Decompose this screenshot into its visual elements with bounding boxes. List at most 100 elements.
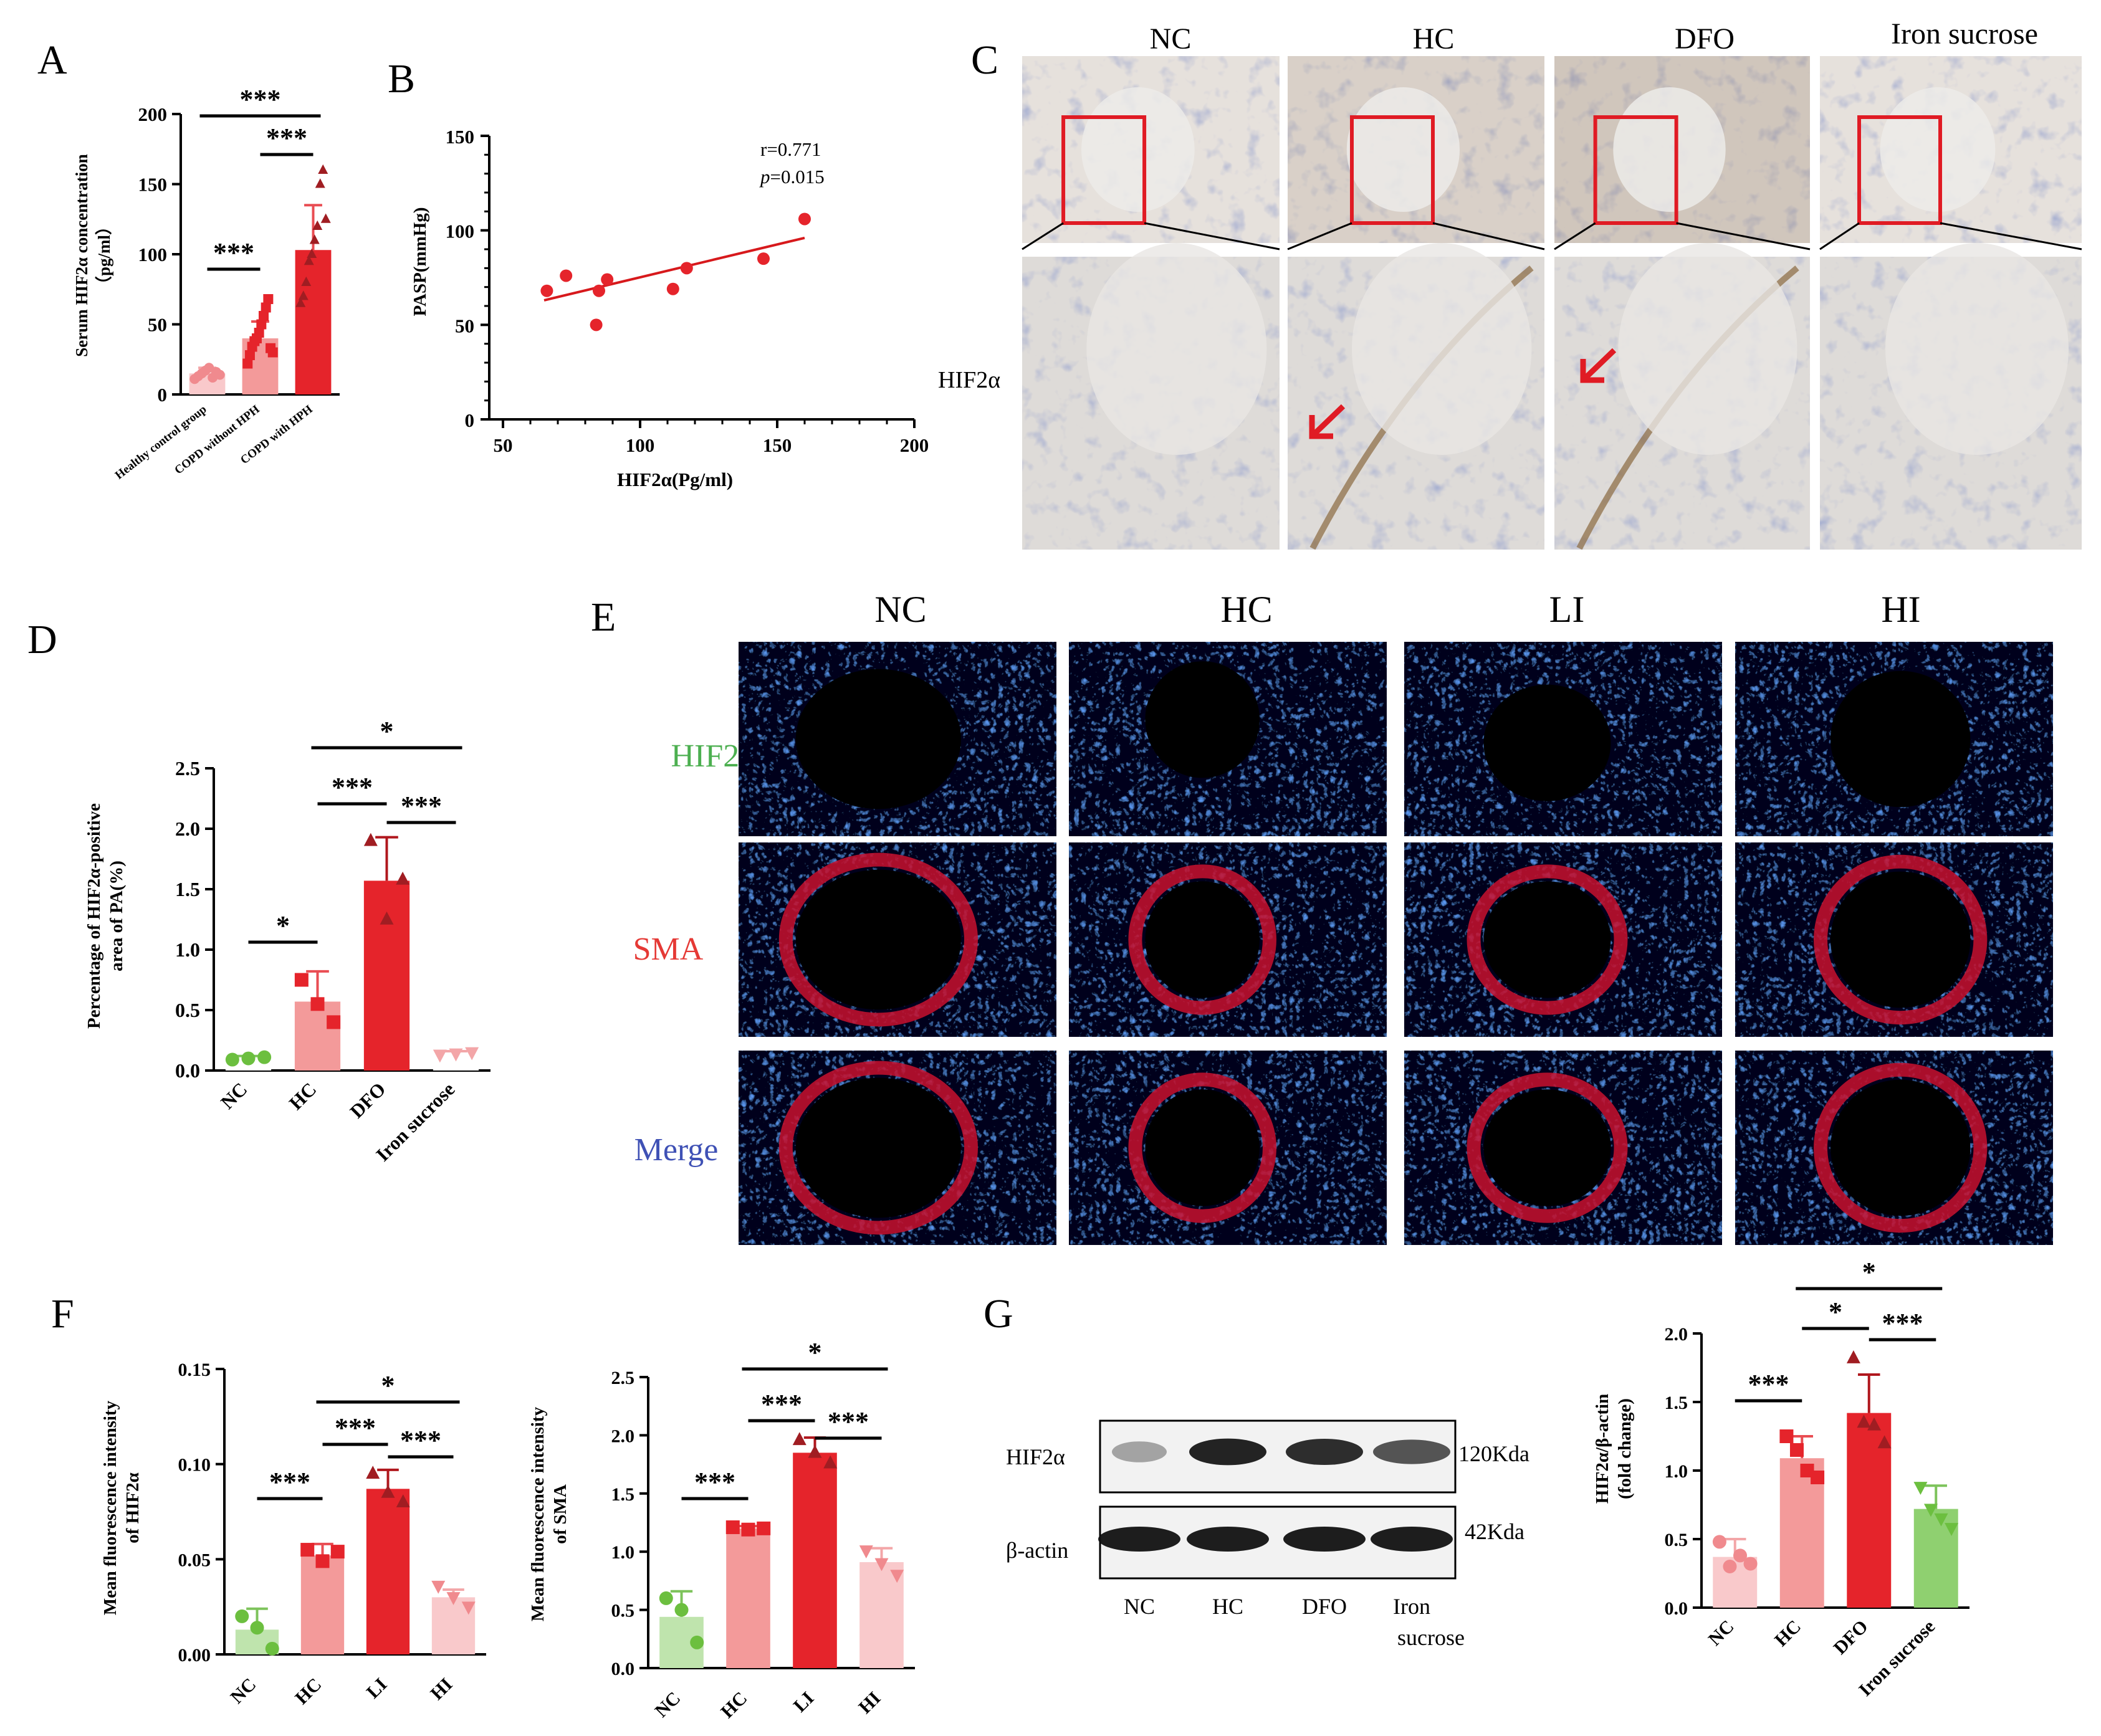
A-point [298,290,309,300]
A-point [204,363,214,373]
D-sig-label: * [276,910,290,941]
if-vessel-lumen [1831,670,1971,808]
F1-sig-label: *** [269,1467,310,1497]
A-point [242,358,253,369]
panel-letter-b: B [388,56,415,102]
ihc-col-iron: Iron sucrose [1891,17,2038,50]
blot-band-actin [1187,1527,1269,1552]
G-point [1712,1535,1726,1549]
D-point [380,911,394,925]
D-point [433,1049,447,1063]
F1-point [265,1641,279,1656]
F2-bar [726,1528,770,1668]
G-point [1723,1560,1737,1573]
ihc-arrow-shaft [1309,404,1346,439]
chart-f-right: 0.00.51.01.52.02.5NC HC LI HI********** [611,1337,915,1722]
chart-d-ylabel-2: area of PA(%) [107,861,127,971]
if-vessel-lumen [795,869,961,1010]
ihc-arrow-head [1309,415,1333,439]
A-point [307,248,317,258]
b-point [560,269,573,282]
F2-point [690,1635,704,1649]
F2-ytick-label: 0.5 [611,1601,635,1621]
G-point [1867,1417,1882,1431]
ihc-zoom-line [1676,222,1811,250]
blot-band-hif2a [1373,1439,1450,1464]
F1-bar [300,1555,345,1654]
ihc-vessel-lumen-zoom [1086,243,1267,455]
b-ytick-label: 100 [446,221,475,242]
ihc-vessel-lumen-zoom [1352,243,1532,455]
A-point [267,347,278,358]
chart-d-ylabel: Percentage of HIF2α-positive [84,803,104,1029]
if-vessel-lumen [1483,1089,1611,1206]
A-point [263,294,274,304]
G-point [1945,1523,1959,1537]
ihc-vessel-lumen [1346,87,1460,212]
b-point [666,282,679,295]
ihc-zoom-line [1554,222,1596,250]
A-ytick-label: 150 [138,174,168,196]
if-vessel-lumen [1831,871,1971,1008]
G-ytick-label: 0.0 [1665,1598,1688,1619]
ihc-col-nc: NC [1150,22,1192,55]
F2-point [674,1603,689,1617]
F1-ytick-label: 0.15 [178,1360,211,1380]
F2-point [823,1455,838,1469]
A-point [320,213,331,223]
G-point [1789,1443,1804,1457]
blot-band-actin [1098,1527,1180,1552]
A-category-label: COPD without HPH [172,403,262,477]
D-point [449,1048,463,1062]
F2-category-label: NC [651,1688,684,1722]
F1-ytick-label: 0.00 [178,1645,211,1666]
panel-letter-g: G [983,1291,1013,1337]
F1-category-label: HI [426,1674,456,1704]
D-point [241,1051,256,1066]
F2-sig-label: * [808,1337,822,1368]
A-ytick-label: 100 [138,244,168,265]
b-point [601,273,614,286]
b-point [798,212,811,226]
ihc-vessel-lumen-zoom [1618,243,1797,455]
F2-ytick-label: 1.5 [611,1484,635,1505]
F1-ytick-label: 0.05 [178,1550,211,1570]
F1-point [235,1609,249,1623]
if-sma-ring [778,1061,979,1235]
A-point [214,370,225,380]
ihc-vessel-lumen [1081,87,1195,212]
if-sma-ring [1467,864,1628,1015]
G-point [1857,1414,1871,1428]
chart-b-p-letter: p [759,166,770,188]
G-point [1913,1482,1928,1495]
if-row-merge: Merge [634,1132,719,1168]
ihc-vessel-lumen-zoom [1885,243,2069,455]
ihc-arrow-shaft [1581,348,1617,383]
chart-f-left-ylabel: Mean fluorescence intensity [100,1400,120,1615]
if-vessel-lumen [1145,661,1260,778]
blot-band-hif2a [1189,1438,1266,1466]
D-bar [294,1001,341,1071]
F2-point [859,1545,873,1558]
ihc-selection-box [1350,115,1435,225]
F1-point [446,1592,461,1606]
A-point [259,311,269,321]
A-bar [295,250,332,394]
D-ytick-label: 1.0 [175,938,200,961]
F2-sig-label: *** [694,1467,735,1497]
F2-sig-label: *** [828,1406,869,1437]
A-point [254,328,264,338]
A-point [244,350,255,360]
D-ytick-label: 0.5 [175,999,200,1021]
G-category-label: NC [1705,1616,1738,1650]
chart-g-ylabel-2: (fold change) [1615,1398,1635,1499]
ihc-zoom-line [1432,222,1545,250]
chart-b-p-value: =0.015 [770,166,825,188]
ihc-zoom-line [1022,222,1064,250]
G-point [1846,1350,1860,1363]
F2-point [725,1520,740,1534]
if-sma-ring [1128,864,1276,1015]
panel-letter-f: F [51,1291,74,1337]
A-ytick-label: 50 [148,314,167,336]
if-vessel-lumen [1831,1079,1971,1216]
